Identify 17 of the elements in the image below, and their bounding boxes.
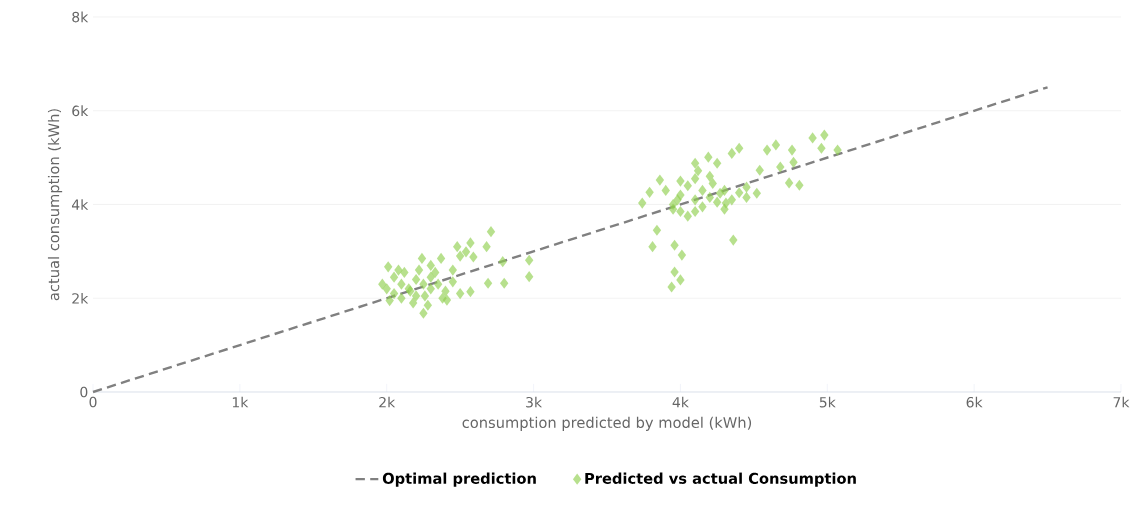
x-tick-label: 6k	[966, 396, 983, 408]
x-tick-label: 2k	[379, 396, 396, 408]
y-tick-label: 0	[80, 386, 88, 398]
x-tick-label: 5k	[819, 396, 836, 408]
legend-label: Predicted vs actual Consumption	[585, 472, 856, 487]
y-tick-label: 8k	[72, 11, 89, 23]
y-axis-title: actual consumption (kWh)	[47, 109, 63, 301]
y-tick-label: 2k	[72, 292, 89, 304]
x-tick-label: 0	[89, 396, 97, 408]
x-tick-label: 3k	[526, 396, 543, 408]
x-tick-label: 7k	[1113, 396, 1130, 408]
y-tick-label: 4k	[71, 199, 89, 210]
x-tick-label: 1k	[232, 396, 249, 408]
x-axis-title: consumption predicted by model (kWh)	[462, 416, 752, 431]
x-tick-label: 4k	[672, 396, 689, 408]
legend-label: Optimal prediction	[382, 472, 536, 487]
y-tick-label: 6k	[72, 105, 89, 117]
